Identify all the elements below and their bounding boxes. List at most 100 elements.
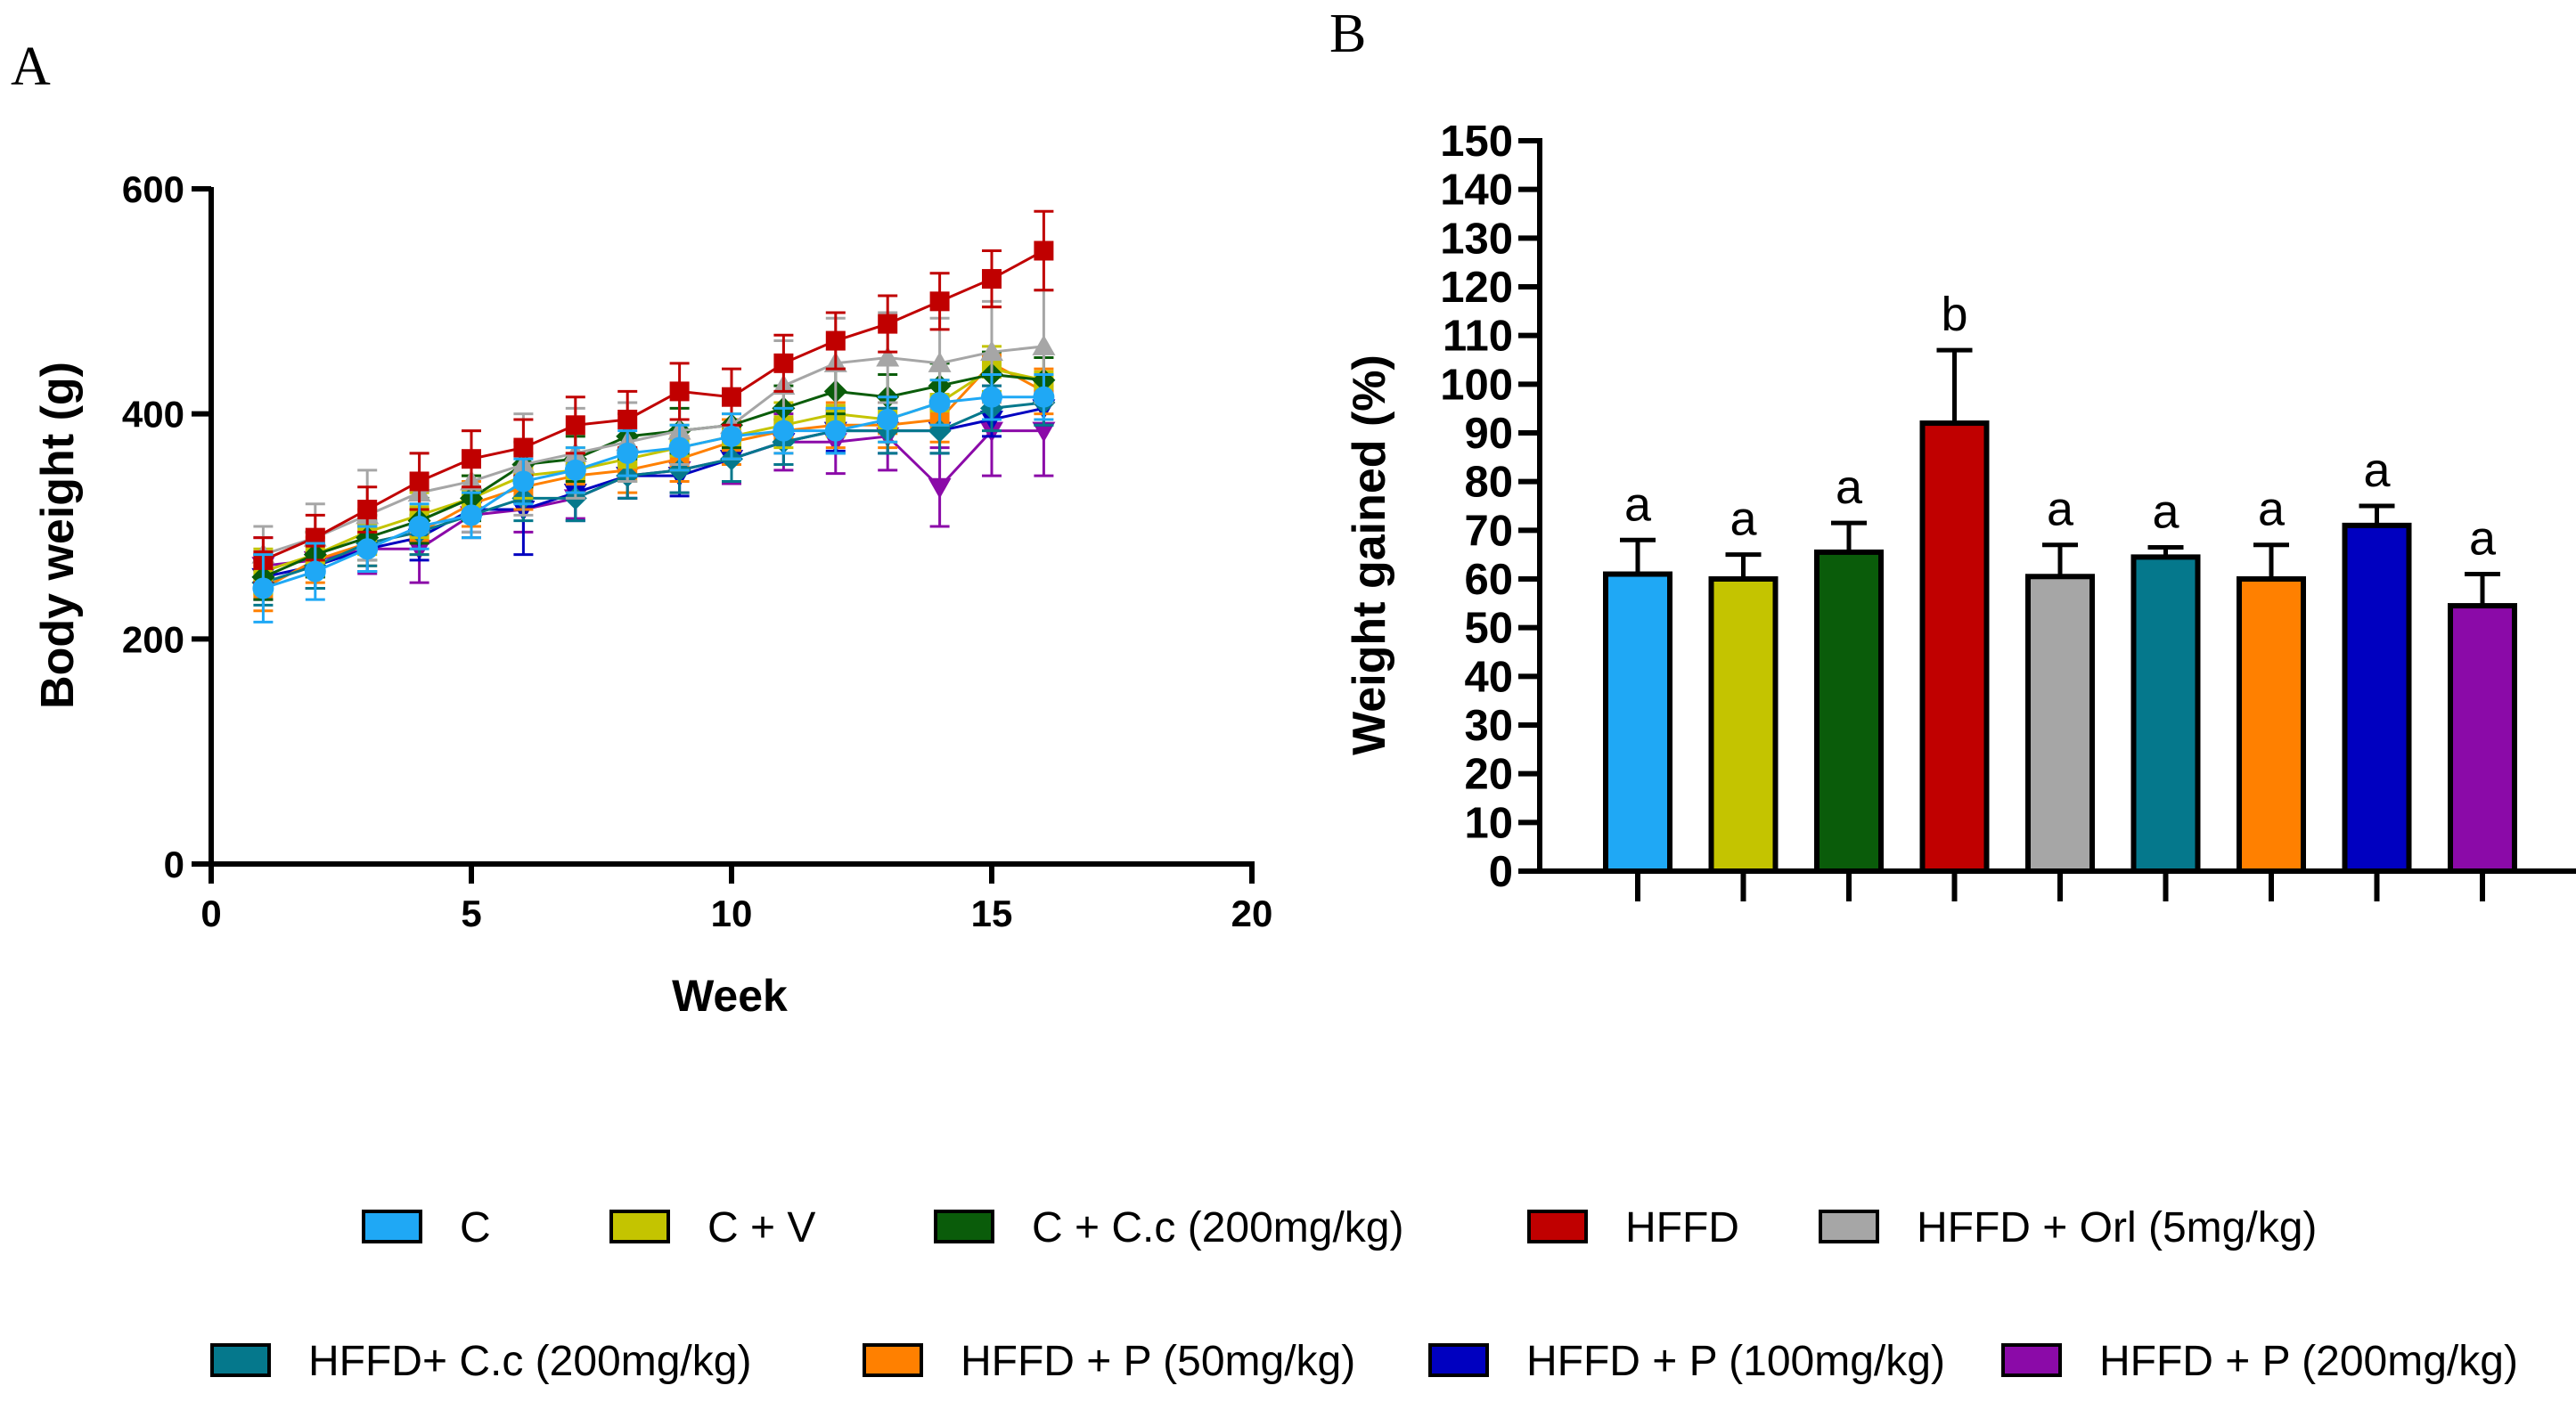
data-point — [513, 437, 534, 458]
x-tick-label: 5 — [461, 893, 481, 934]
bar-c-v — [1708, 576, 1779, 874]
series-hffd — [253, 209, 1054, 584]
y-tick-label: 20 — [1464, 751, 1513, 799]
legend-item-c: C — [362, 1204, 491, 1251]
legend-item-c-c-c-200mg-kg: C + C.c (200mg/kg) — [934, 1204, 1403, 1251]
significance-label: a — [2047, 483, 2074, 536]
panel-a-letter: A — [11, 37, 51, 97]
significance-label: a — [1624, 477, 1652, 531]
data-point — [929, 291, 950, 312]
legend-label: HFFD — [1625, 1204, 1739, 1251]
legend-swatch — [362, 1210, 422, 1243]
y-tick-label: 90 — [1464, 410, 1513, 458]
data-point — [1033, 386, 1055, 408]
legend-item-hffd-p-50mg-kg: HFFD + P (50mg/kg) — [863, 1338, 1355, 1385]
data-point — [928, 351, 952, 372]
data-point — [878, 314, 898, 334]
series-c — [252, 372, 1055, 624]
data-point — [357, 500, 378, 520]
legend-label: C — [460, 1204, 491, 1251]
legend-swatch — [609, 1210, 670, 1243]
legend-swatch — [1428, 1343, 1489, 1377]
significance-label: a — [1836, 461, 1863, 514]
data-point — [1032, 421, 1056, 443]
y-tick-label: 100 — [1440, 361, 1513, 409]
data-point — [617, 442, 639, 464]
data-point — [928, 477, 952, 499]
y-tick-label: 40 — [1464, 653, 1513, 701]
series-line — [262, 249, 1045, 562]
x-tick-label: 15 — [971, 893, 1013, 934]
legend-swatch — [210, 1343, 271, 1377]
legend: C C + V C + C.c (200mg/kg) HFFD HFFD + Orl (… — [210, 1204, 2518, 1385]
legend-swatch — [863, 1343, 923, 1377]
x-tick-label: 10 — [711, 893, 753, 934]
significance-label: a — [1730, 493, 1757, 546]
significance-label: b — [1941, 288, 1967, 341]
legend-item-c-v: C + V — [609, 1204, 815, 1251]
data-point — [564, 459, 586, 481]
data-point — [824, 420, 846, 442]
legend-label: HFFD + P (50mg/kg) — [961, 1338, 1355, 1385]
legend-swatch — [1819, 1210, 1879, 1243]
y-axis-title: Body weight (g) — [32, 362, 84, 709]
bar-hffd — [1919, 420, 1990, 874]
data-point — [304, 560, 326, 583]
legend-item-hffd-p-100mg-kg: HFFD + P (100mg/kg) — [1428, 1338, 1945, 1385]
y-tick-label: 0 — [164, 844, 184, 885]
legend-item-hffd-p-200mg-kg: HFFD + P (200mg/kg) — [2001, 1338, 2518, 1385]
significance-label: a — [2258, 483, 2286, 536]
data-point — [773, 353, 794, 373]
data-point — [462, 449, 481, 469]
legend-item-hffd-c-c-200mg-kg: HFFD+ C.c (200mg/kg) — [210, 1338, 751, 1385]
data-point — [722, 387, 741, 407]
data-point — [721, 425, 742, 447]
y-tick-label: 60 — [1464, 556, 1513, 604]
data-point — [876, 346, 900, 367]
x-axis-title: Week — [672, 971, 788, 1021]
bar-hffd-c-c-200mg-kg — [2130, 554, 2201, 875]
bar-c-c-c-200mg-kg — [1814, 549, 1884, 875]
bar-hffd-orl-5mg-kg — [2025, 574, 2095, 874]
y-tick-label: 200 — [122, 618, 184, 660]
y-tick-label: 600 — [122, 168, 184, 210]
series-line — [262, 401, 1044, 584]
data-point — [1032, 334, 1056, 355]
legend-label: HFFD + Orl (5mg/kg) — [1917, 1204, 2317, 1251]
data-point — [668, 436, 691, 459]
series-line — [262, 372, 1044, 579]
y-tick-label: 10 — [1464, 799, 1513, 847]
y-tick-label: 150 — [1440, 118, 1513, 166]
y-tick-label: 30 — [1464, 702, 1513, 750]
data-point — [356, 538, 379, 560]
y-tick-label: 400 — [122, 394, 184, 436]
data-point — [928, 392, 951, 414]
data-point — [1034, 240, 1054, 261]
series-line — [262, 395, 1044, 590]
y-tick-label: 130 — [1440, 215, 1513, 263]
x-tick-label: 0 — [200, 893, 221, 934]
data-point — [408, 516, 430, 537]
data-point — [461, 504, 482, 526]
panel-b-letter: B — [1329, 4, 1366, 64]
y-tick-label: 50 — [1464, 605, 1513, 653]
legend-swatch — [1527, 1210, 1588, 1243]
data-point — [773, 420, 795, 442]
x-tick-label: 20 — [1231, 893, 1273, 934]
data-point — [669, 381, 690, 402]
legend-swatch — [2001, 1343, 2062, 1377]
legend-label: HFFD+ C.c (200mg/kg) — [308, 1338, 751, 1385]
legend-item-hffd-orl-5mg-kg: HFFD + Orl (5mg/kg) — [1819, 1204, 2317, 1251]
legend-label: C + V — [707, 1204, 815, 1251]
y-tick-label: 120 — [1440, 264, 1513, 312]
significance-label: a — [2152, 485, 2179, 538]
legend-swatch — [934, 1210, 994, 1243]
y-tick-label: 0 — [1489, 848, 1513, 896]
data-point — [982, 269, 1002, 289]
significance-label: a — [2363, 444, 2391, 497]
data-point — [409, 471, 429, 492]
legend-label: C + C.c (200mg/kg) — [1032, 1204, 1403, 1251]
y-axis-title: Weight gained (%) — [1344, 355, 1395, 755]
legend-item-hffd: HFFD — [1527, 1204, 1739, 1251]
